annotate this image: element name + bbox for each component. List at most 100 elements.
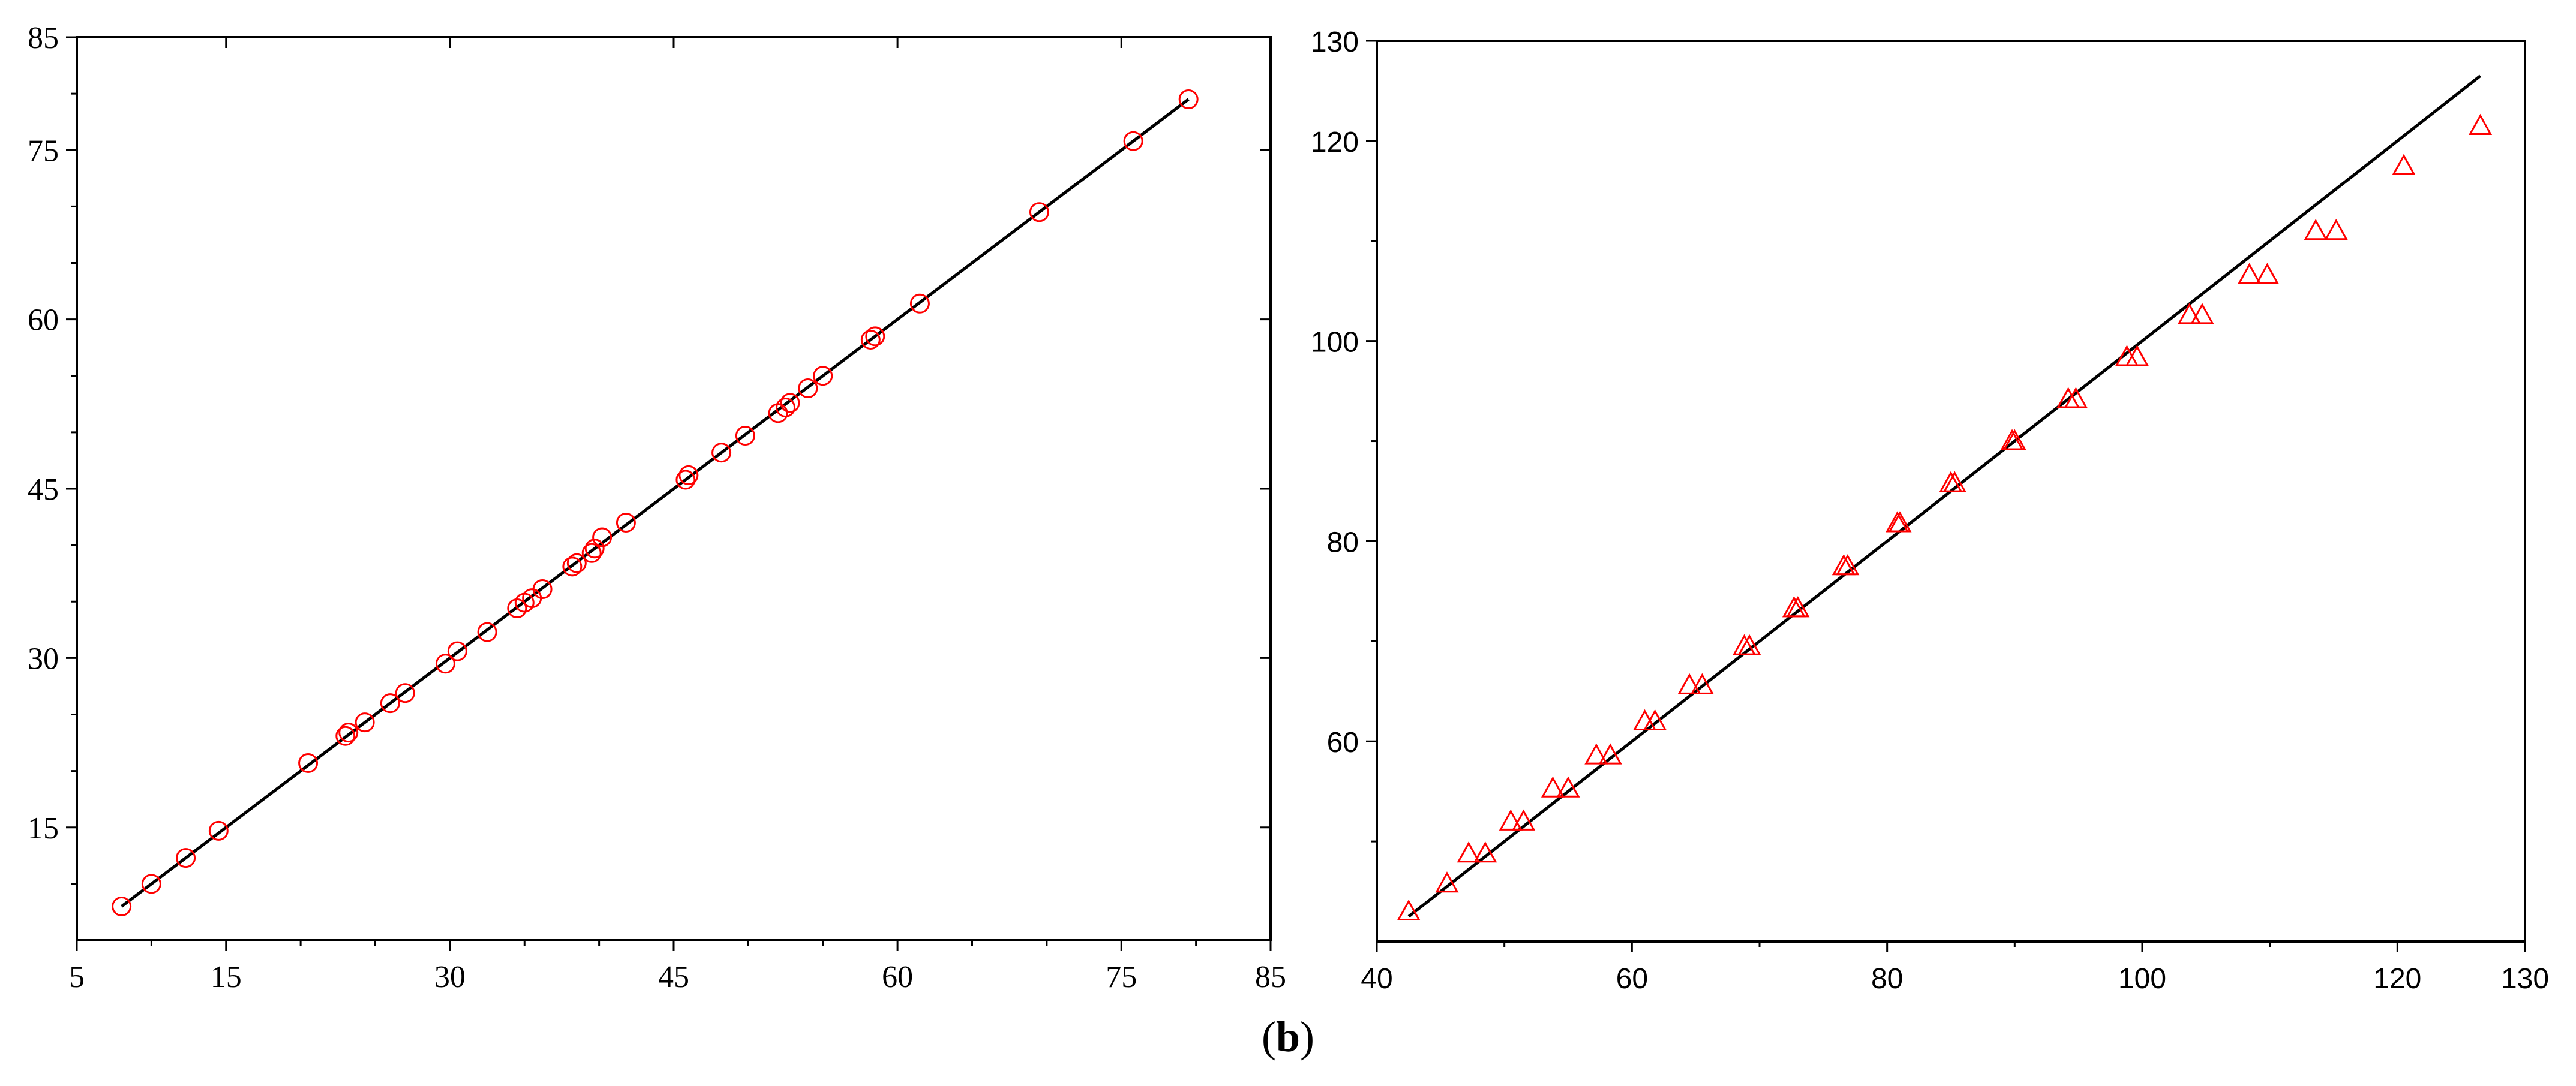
data-point-circle <box>776 397 796 417</box>
chart-left: 5 15 30 45 60 75 85 15 30 45 60 75 85 <box>28 21 1286 994</box>
data-point-triangle <box>2125 345 2149 366</box>
data-point-triangle <box>2392 154 2416 175</box>
data-point-circle <box>208 820 229 841</box>
data-point-circle <box>141 874 161 894</box>
data-point-circle <box>798 378 818 398</box>
x-tick-label-right: 40 <box>1361 963 1392 995</box>
data-point-circle <box>338 723 359 743</box>
data-point-circle <box>780 393 800 413</box>
x-tick-label-left: 60 <box>882 960 913 994</box>
data-point-triangle <box>1556 776 1580 798</box>
x-tick-label-left: 5 <box>69 960 85 994</box>
data-point-circle <box>675 470 696 490</box>
chart-right: 40 60 80 100 120 130 60 80 100 120 130 <box>1311 26 2549 995</box>
data-point-circle <box>112 897 132 917</box>
caption-letter: b <box>1275 1013 1301 1061</box>
ticks-right: 40 60 80 100 120 130 60 80 100 120 130 <box>1311 26 2549 995</box>
figure-caption: (b) <box>0 1012 2576 1062</box>
data-point-circle <box>584 539 605 559</box>
data-point-circle <box>532 579 553 600</box>
fit-line-left <box>121 98 1190 908</box>
data-point-triangle <box>1457 841 1481 863</box>
data-point-triangle <box>1690 673 1714 694</box>
data-point-triangle <box>1435 871 1459 893</box>
data-point-circle <box>298 753 319 773</box>
y-tick-label-left: 15 <box>28 811 59 846</box>
y-tick-label-left: 85 <box>28 21 59 55</box>
plot-frame-right <box>1376 40 2526 943</box>
x-tick-label-left: 85 <box>1255 960 1286 994</box>
points-left <box>112 89 1199 917</box>
data-point-circle <box>909 293 930 314</box>
data-point-triangle <box>2115 345 2139 366</box>
x-tick-label-right: 60 <box>1616 963 1648 995</box>
data-point-triangle <box>1939 471 1963 492</box>
data-point-circle <box>1123 131 1143 151</box>
data-point-circle <box>335 726 356 746</box>
data-point-circle <box>566 553 587 573</box>
data-point-circle <box>735 426 755 446</box>
data-point-triangle <box>1512 809 1536 831</box>
y-tick-label-left: 30 <box>28 642 59 676</box>
x-tick-label-right: 80 <box>1871 963 1903 995</box>
data-point-circle <box>435 654 455 674</box>
data-point-triangle <box>2064 387 2088 408</box>
x-tick-label-left: 30 <box>434 960 466 994</box>
data-point-circle <box>711 443 732 463</box>
data-point-triangle <box>2190 303 2214 324</box>
data-point-circle <box>865 326 885 347</box>
y-tick-label-left: 75 <box>28 134 59 168</box>
data-point-triangle <box>1643 709 1667 730</box>
data-point-triangle <box>2002 429 2026 450</box>
caption-close: ) <box>1300 1013 1314 1061</box>
data-point-circle <box>813 366 833 386</box>
x-tick-label-left: 15 <box>211 960 242 994</box>
data-point-circle <box>592 527 613 547</box>
y-tick-label-left: 60 <box>28 303 59 338</box>
data-point-circle <box>860 330 881 350</box>
data-point-triangle <box>1942 471 1966 492</box>
data-point-circle <box>447 641 467 661</box>
y-tick-label-right: 130 <box>1311 26 1359 58</box>
data-point-triangle <box>2255 263 2279 284</box>
caption-open: ( <box>1261 1013 1276 1061</box>
data-point-triangle <box>2178 303 2202 324</box>
data-point-circle <box>395 683 415 703</box>
data-point-circle <box>562 556 583 577</box>
data-point-circle <box>581 543 602 563</box>
data-point-circle <box>477 622 497 642</box>
data-point-triangle <box>1473 841 1497 863</box>
data-point-triangle <box>2304 219 2328 240</box>
data-point-circle <box>355 712 375 733</box>
data-point-triangle <box>1499 809 1523 831</box>
data-point-circle <box>678 465 699 485</box>
data-point-triangle <box>2469 113 2493 135</box>
data-point-triangle <box>1836 554 1860 576</box>
x-tick-label-left: 45 <box>658 960 689 994</box>
y-tick-label-right: 100 <box>1311 327 1359 359</box>
data-point-triangle <box>1584 743 1608 765</box>
y-tick-label-right: 120 <box>1311 127 1359 158</box>
data-point-circle <box>176 848 196 868</box>
points-right <box>1397 113 2493 921</box>
data-point-triangle <box>1598 743 1622 765</box>
data-point-triangle <box>1737 634 1761 655</box>
data-point-circle <box>616 512 636 533</box>
fit-line-right <box>1407 74 2482 918</box>
data-point-circle <box>1029 202 1049 222</box>
x-tick-label-right: 120 <box>2373 963 2421 995</box>
data-point-triangle <box>1677 673 1701 694</box>
x-tick-label-left: 75 <box>1106 960 1137 994</box>
y-tick-label-right: 60 <box>1327 727 1359 759</box>
y-tick-label-right: 80 <box>1327 527 1359 558</box>
data-point-triangle <box>2238 263 2262 284</box>
data-point-triangle <box>2324 219 2348 240</box>
data-point-triangle <box>1541 776 1565 798</box>
data-point-triangle <box>1888 511 1912 533</box>
data-point-triangle <box>1786 596 1810 618</box>
data-point-circle <box>380 693 400 714</box>
x-tick-label-right: 100 <box>2118 963 2166 995</box>
data-point-triangle <box>1832 554 1856 576</box>
data-point-circle <box>1178 89 1199 110</box>
